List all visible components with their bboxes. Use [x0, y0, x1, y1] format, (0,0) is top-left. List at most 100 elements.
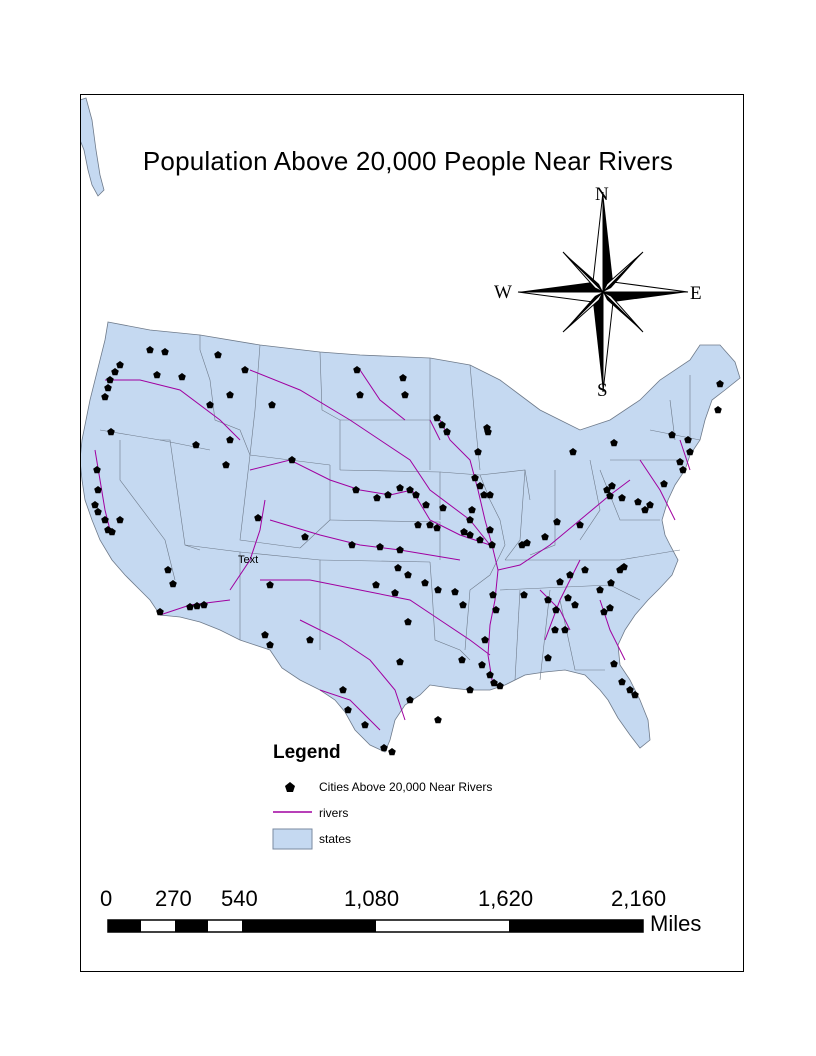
scale-tick-label: 270 [155, 886, 192, 911]
city-marker [178, 373, 186, 381]
city-marker [606, 492, 614, 500]
city-marker [301, 533, 309, 541]
scale-tick-label: 1,620 [478, 886, 534, 911]
city-marker [396, 484, 404, 492]
city-marker [161, 348, 169, 356]
legend-label-rivers: rivers [319, 806, 349, 820]
city-marker [186, 603, 194, 611]
city-marker [101, 393, 109, 401]
city-marker [458, 656, 466, 664]
city-marker [156, 608, 164, 616]
legend-city-symbol [285, 782, 295, 792]
city-marker [618, 494, 626, 502]
state-borders [99, 335, 701, 681]
city-marker [352, 486, 360, 494]
city-marker [660, 480, 668, 488]
city-marker [261, 631, 269, 639]
city-marker [414, 521, 422, 529]
city-marker [116, 361, 124, 369]
city-marker [608, 482, 616, 490]
city-marker [564, 594, 572, 602]
map-title: Population Above 20,000 People Near Rive… [142, 146, 674, 176]
city-marker [94, 486, 102, 494]
scale-tick-label: 540 [221, 886, 258, 911]
city-marker [422, 501, 430, 509]
city-marker [406, 696, 414, 704]
city-marker [474, 448, 482, 456]
city-marker [620, 563, 628, 571]
city-marker [646, 501, 654, 509]
city-marker [404, 618, 412, 626]
city-marker [610, 660, 618, 668]
compass-south-label: S [597, 380, 608, 401]
city-marker [468, 506, 476, 514]
city-marker [443, 428, 451, 436]
city-marker [111, 368, 119, 376]
scale-bar [107, 919, 644, 933]
city-marker [384, 491, 392, 499]
city-marker [348, 541, 356, 549]
city-marker [372, 581, 380, 589]
city-marker [484, 428, 492, 436]
city-marker [404, 571, 412, 579]
city-marker [344, 706, 352, 714]
city-marker [668, 431, 676, 439]
city-marker [603, 486, 611, 494]
city-marker [631, 691, 639, 699]
city-marker [641, 506, 649, 514]
compass-north-label: N [595, 184, 609, 205]
city-marker [206, 401, 214, 409]
city-marker [439, 504, 447, 512]
city-marker [486, 671, 494, 679]
city-marker [104, 384, 112, 392]
city-marker [561, 626, 569, 634]
city-marker [460, 528, 468, 536]
city-marker [107, 428, 115, 436]
city-marker [466, 531, 474, 539]
city-marker [401, 391, 409, 399]
city-marker [91, 501, 99, 509]
city-marker [394, 564, 402, 572]
city-marker [266, 581, 274, 589]
city-marker [600, 608, 608, 616]
city-marker [476, 482, 484, 490]
city-marker [451, 588, 459, 596]
city-marker [489, 591, 497, 599]
city-marker [581, 566, 589, 574]
compass-east-label: E [690, 283, 702, 304]
city-marker [361, 721, 369, 729]
city-marker [551, 626, 559, 634]
city-marker [380, 744, 388, 752]
legend-label-states: states [319, 832, 352, 846]
city-marker [406, 486, 414, 494]
city-marker [486, 491, 494, 499]
city-marker [576, 521, 584, 529]
city-marker [222, 461, 230, 469]
city-marker [607, 579, 615, 587]
city-marker [169, 580, 177, 588]
compass-west-label: W [494, 282, 512, 303]
city-marker [480, 491, 488, 499]
city-marker [541, 533, 549, 541]
scale-tick-label: 2,160 [611, 886, 667, 911]
city-marker [610, 439, 618, 447]
scale-tick-label: 1,080 [344, 886, 400, 911]
city-marker [714, 406, 722, 414]
city-marker [192, 441, 200, 449]
city-marker [153, 371, 161, 379]
city-marker [471, 474, 479, 482]
city-marker [552, 606, 560, 614]
city-marker [241, 366, 249, 374]
city-marker [434, 586, 442, 594]
legend-state-symbol [272, 828, 313, 850]
city-marker [679, 466, 687, 474]
city-marker [164, 566, 172, 574]
city-marker [356, 391, 364, 399]
city-marker [544, 596, 552, 604]
city-marker [478, 661, 486, 669]
city-marker [523, 539, 531, 547]
city-marker [193, 602, 201, 610]
city-marker [486, 526, 494, 534]
city-marker [488, 541, 496, 549]
